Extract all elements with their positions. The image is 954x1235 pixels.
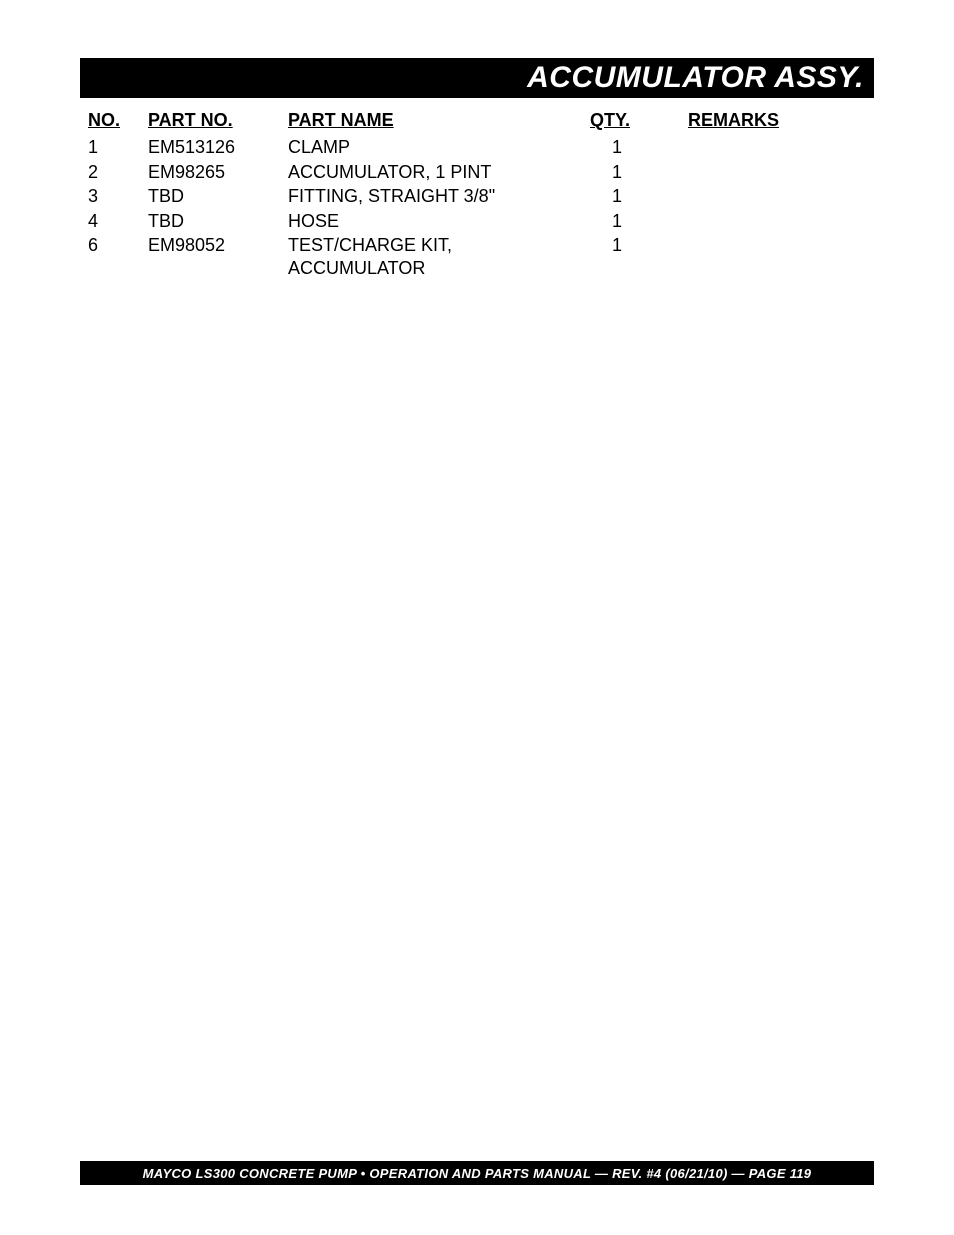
cell-no: 6	[88, 233, 148, 280]
col-header-qty: QTY.	[588, 108, 648, 135]
title-bar: ACCUMULATOR ASSY.	[80, 58, 874, 98]
cell-qty: 1	[588, 209, 648, 234]
table-row: 6 EM98052 TEST/CHARGE KIT, ACCUMULATOR 1	[88, 233, 874, 280]
cell-qty: 1	[588, 160, 648, 185]
cell-no: 4	[88, 209, 148, 234]
cell-qty: 1	[588, 135, 648, 160]
cell-remarks	[648, 135, 874, 160]
cell-part-name: HOSE	[288, 209, 588, 234]
page: ACCUMULATOR ASSY. NO. PART NO. PART NAME…	[0, 0, 954, 1235]
cell-part-no: TBD	[148, 209, 288, 234]
table-row: 4 TBD HOSE 1	[88, 209, 874, 234]
table-header-row: NO. PART NO. PART NAME QTY. REMARKS	[88, 108, 874, 135]
cell-part-name: CLAMP	[288, 135, 588, 160]
cell-no: 1	[88, 135, 148, 160]
cell-remarks	[648, 209, 874, 234]
cell-no: 2	[88, 160, 148, 185]
col-header-part-name: PART NAME	[288, 108, 588, 135]
parts-table: NO. PART NO. PART NAME QTY. REMARKS 1 EM…	[88, 108, 874, 280]
col-header-remarks: REMARKS	[648, 108, 874, 135]
cell-part-name: FITTING, STRAIGHT 3/8"	[288, 184, 588, 209]
cell-part-no: EM98265	[148, 160, 288, 185]
cell-part-no: TBD	[148, 184, 288, 209]
cell-remarks	[648, 184, 874, 209]
table-row: 2 EM98265 ACCUMULATOR, 1 PINT 1	[88, 160, 874, 185]
cell-remarks	[648, 233, 874, 280]
page-title: ACCUMULATOR ASSY.	[527, 61, 864, 95]
cell-qty: 1	[588, 233, 648, 280]
cell-part-name: ACCUMULATOR, 1 PINT	[288, 160, 588, 185]
table-row: 1 EM513126 CLAMP 1	[88, 135, 874, 160]
cell-part-no: EM513126	[148, 135, 288, 160]
footer-bar: MAYCO LS300 CONCRETE PUMP • OPERATION AN…	[80, 1161, 874, 1185]
col-header-part-no: PART NO.	[148, 108, 288, 135]
cell-qty: 1	[588, 184, 648, 209]
cell-part-no: EM98052	[148, 233, 288, 280]
cell-part-name: TEST/CHARGE KIT, ACCUMULATOR	[288, 233, 588, 280]
col-header-no: NO.	[88, 108, 148, 135]
cell-no: 3	[88, 184, 148, 209]
cell-remarks	[648, 160, 874, 185]
table-row: 3 TBD FITTING, STRAIGHT 3/8" 1	[88, 184, 874, 209]
footer-text: MAYCO LS300 CONCRETE PUMP • OPERATION AN…	[143, 1166, 812, 1181]
parts-table-wrap: NO. PART NO. PART NAME QTY. REMARKS 1 EM…	[88, 108, 874, 280]
